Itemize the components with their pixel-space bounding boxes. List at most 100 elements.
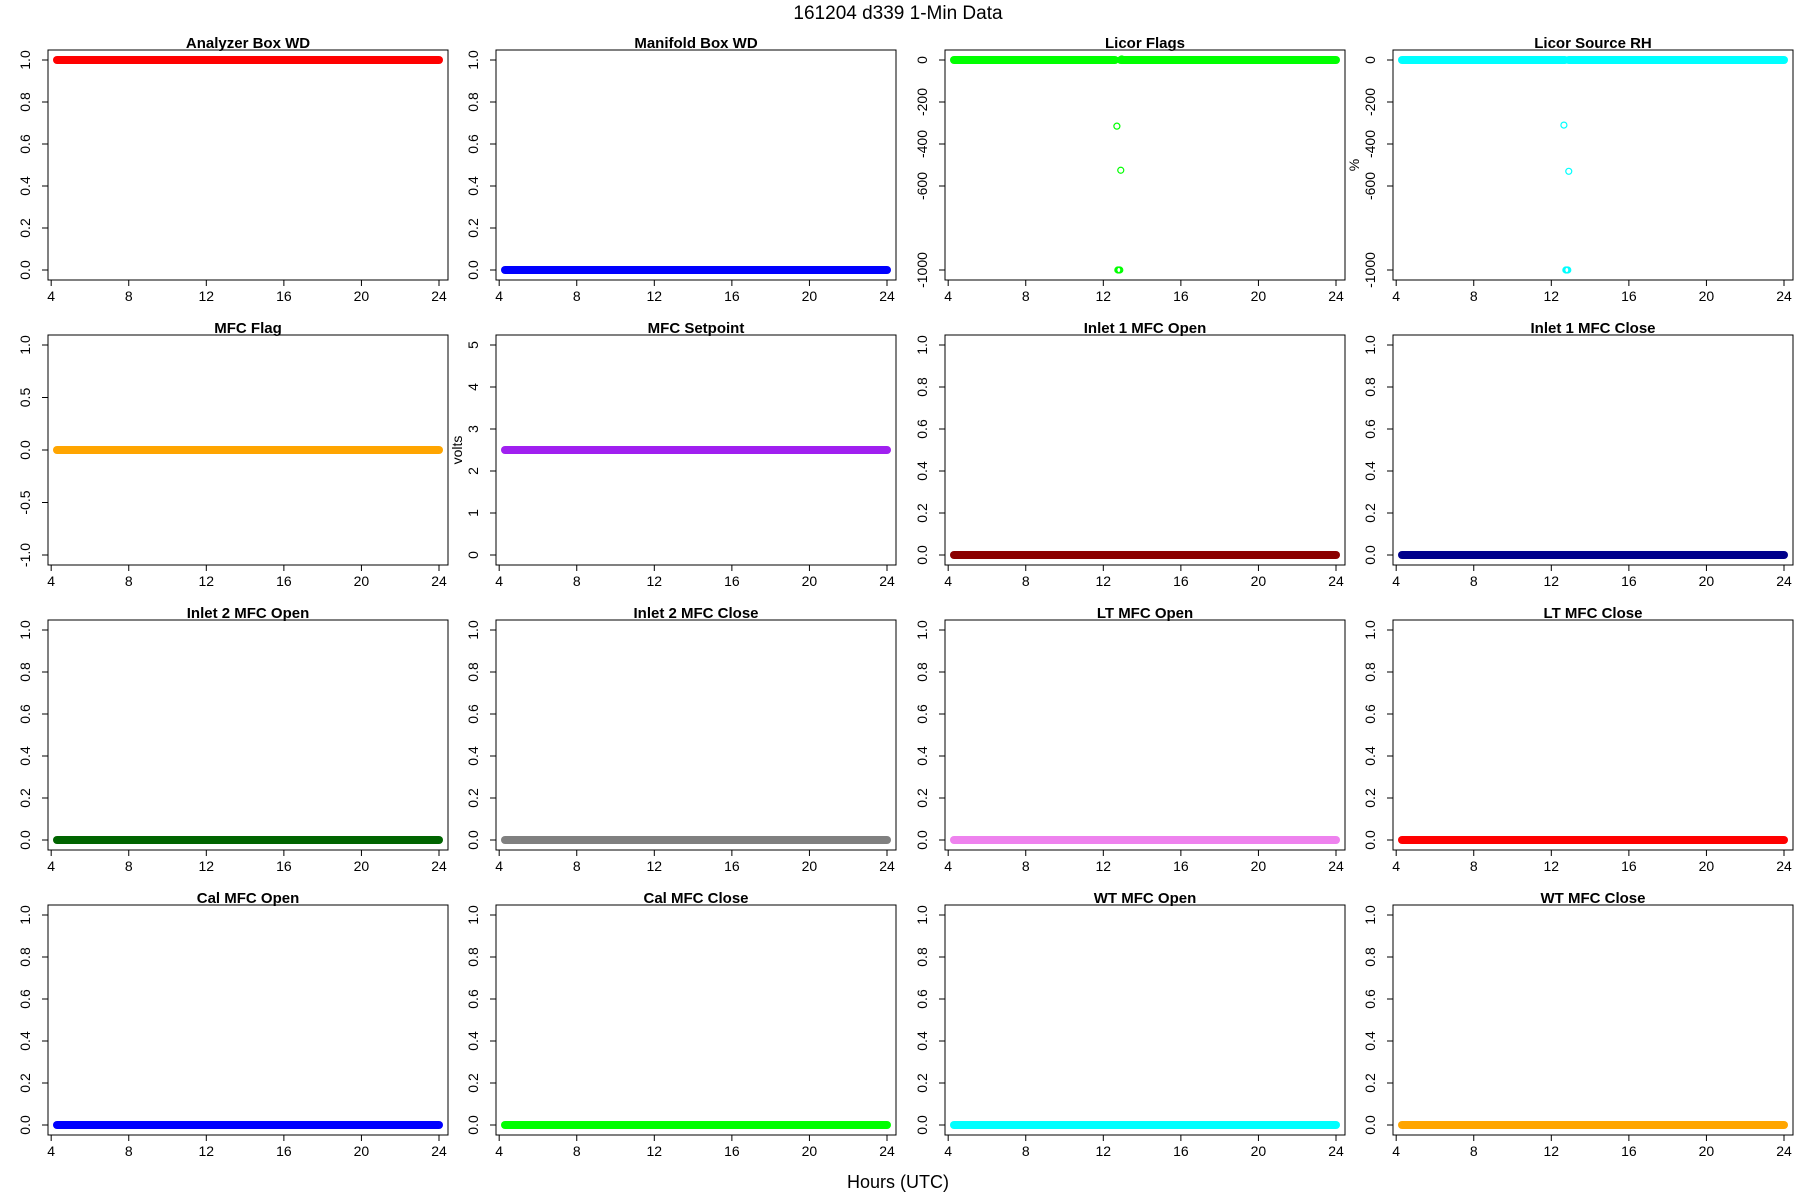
y-tick-label: 0.2 — [465, 788, 481, 808]
panel: Inlet 2 MFC Close 4 8 12 16 20 24 0.0 0.2 0.4 0.6 0… — [465, 605, 897, 874]
x-tick-label: 20 — [354, 573, 370, 589]
panel-title: Licor Flags — [1105, 35, 1185, 52]
x-tick-label: 8 — [1022, 288, 1030, 304]
x-tick-label: 4 — [47, 858, 55, 874]
x-tick-label: 8 — [1470, 288, 1478, 304]
panel-title: LT MFC Close — [1544, 605, 1643, 622]
y-tick-label: 0.0 — [17, 260, 33, 280]
y-tick-label: 0.6 — [914, 419, 930, 439]
x-tick-label: 20 — [354, 858, 370, 874]
x-tick-label: 16 — [276, 1143, 292, 1159]
y-tick-label: 0.2 — [1362, 503, 1378, 523]
x-tick-label: 24 — [879, 1143, 895, 1159]
y-tick-label: -400 — [914, 130, 930, 158]
x-tick-label: 12 — [1544, 573, 1560, 589]
x-tick-label: 4 — [1392, 858, 1400, 874]
y-tick-label: 0.0 — [17, 1115, 33, 1135]
y-tick-label: 0.2 — [17, 218, 33, 238]
y-tick-label: 0.2 — [1362, 788, 1378, 808]
plot-frame — [495, 619, 897, 851]
x-tick-label: 12 — [1544, 858, 1560, 874]
panel: Licor Flags 4 8 12 16 20 24 0 -200 -400 -600 -1000 — [914, 35, 1346, 304]
x-tick-label: 8 — [1470, 1143, 1478, 1159]
x-tick-label: 4 — [944, 858, 952, 874]
panel: MFC Flag 4 8 12 16 20 24 -1.0 -0.5 0.0 0.5 1.0 — [17, 320, 449, 589]
panel: Cal MFC Close 4 8 12 16 20 24 0.0 0.2 0.4 0.6 0.8 1.… — [465, 890, 897, 1159]
panel-title: Manifold Box WD — [634, 35, 757, 52]
panel: Inlet 1 MFC Close 4 8 12 16 20 24 0.0 0.2 0.4 0.6 0… — [1362, 320, 1794, 589]
x-tick-label: 8 — [125, 858, 133, 874]
y-tick-label: 0.4 — [914, 1031, 930, 1051]
x-tick-label: 12 — [199, 573, 215, 589]
plot-frame — [944, 49, 1346, 281]
x-tick-label: 16 — [1621, 1143, 1637, 1159]
x-tick-label: 4 — [495, 573, 503, 589]
x-tick-label: 12 — [1544, 288, 1560, 304]
x-tick-label: 20 — [1251, 288, 1267, 304]
y-tick-label: -400 — [1362, 130, 1378, 158]
x-tick-label: 16 — [1173, 573, 1189, 589]
x-tick-label: 8 — [1022, 858, 1030, 874]
y-tick-label: -1000 — [1362, 252, 1378, 288]
y-tick-label: 1.0 — [17, 335, 33, 355]
y-tick-label: 0.8 — [914, 377, 930, 397]
y-tick-label: 0.0 — [1362, 830, 1378, 850]
y-tick-label: 0.2 — [465, 1073, 481, 1093]
x-tick-label: 4 — [944, 1143, 952, 1159]
x-tick-label: 8 — [573, 858, 581, 874]
x-tick-label: 12 — [1096, 288, 1112, 304]
y-tick-label: 0.0 — [17, 440, 33, 460]
x-tick-label: 24 — [1328, 1143, 1344, 1159]
x-tick-label: 8 — [1022, 1143, 1030, 1159]
y-tick-label: 0.2 — [1362, 1073, 1378, 1093]
y-tick-label: 0.8 — [1362, 662, 1378, 682]
x-tick-label: 24 — [431, 858, 447, 874]
y-tick-label: 0.6 — [465, 989, 481, 1009]
panel-title: WT MFC Open — [1094, 890, 1196, 907]
y-tick-label: 0.8 — [1362, 947, 1378, 967]
plot-frame — [495, 904, 897, 1136]
y-tick-label: 1.0 — [465, 620, 481, 640]
y-tick-label: 0.8 — [1362, 377, 1378, 397]
y-tick-label: 0.6 — [17, 704, 33, 724]
panel-title: LT MFC Open — [1097, 605, 1193, 622]
plot-frame — [47, 904, 449, 1136]
x-tick-label: 16 — [724, 858, 740, 874]
x-tick-label: 4 — [944, 288, 952, 304]
x-tick-label: 8 — [1470, 573, 1478, 589]
panel-title: Licor Source RH — [1534, 35, 1652, 52]
x-tick-label: 8 — [1470, 858, 1478, 874]
x-tick-label: 8 — [125, 573, 133, 589]
y-tick-label: 0.4 — [914, 746, 930, 766]
y-tick-label: 0.2 — [465, 218, 481, 238]
x-tick-label: 20 — [1251, 573, 1267, 589]
y-tick-label: 0.4 — [1362, 461, 1378, 481]
x-tick-label: 24 — [879, 573, 895, 589]
x-tick-label: 16 — [276, 288, 292, 304]
y-tick-label: 0.4 — [17, 1031, 33, 1051]
x-tick-label: 20 — [1251, 1143, 1267, 1159]
y-tick-label: 0.5 — [17, 388, 33, 408]
x-tick-label: 4 — [1392, 288, 1400, 304]
y-tick-label: 0.0 — [914, 830, 930, 850]
y-tick-label: 0.8 — [17, 947, 33, 967]
y-tick-label: 1.0 — [1362, 620, 1378, 640]
panel: Analyzer Box WD 4 8 12 16 20 24 0.0 0.2 0.4 0.6 0.8… — [17, 35, 449, 304]
x-tick-label: 20 — [802, 858, 818, 874]
y-tick-label: 1.0 — [914, 905, 930, 925]
y-tick-label: 1 — [465, 509, 481, 517]
y-tick-label: 0.8 — [17, 92, 33, 112]
x-tick-label: 8 — [573, 573, 581, 589]
plot-frame — [1392, 49, 1794, 281]
x-tick-label: 24 — [1776, 573, 1792, 589]
plot-frame — [944, 334, 1346, 566]
x-tick-label: 24 — [1328, 858, 1344, 874]
y-tick-label: 0.4 — [1362, 746, 1378, 766]
y-tick-label: 0.6 — [914, 704, 930, 724]
x-tick-label: 20 — [1699, 573, 1715, 589]
x-tick-label: 12 — [647, 288, 663, 304]
y-tick-label: -600 — [1362, 172, 1378, 200]
x-tick-label: 20 — [802, 288, 818, 304]
x-tick-label: 8 — [125, 1143, 133, 1159]
panel-title: WT MFC Close — [1541, 890, 1646, 907]
